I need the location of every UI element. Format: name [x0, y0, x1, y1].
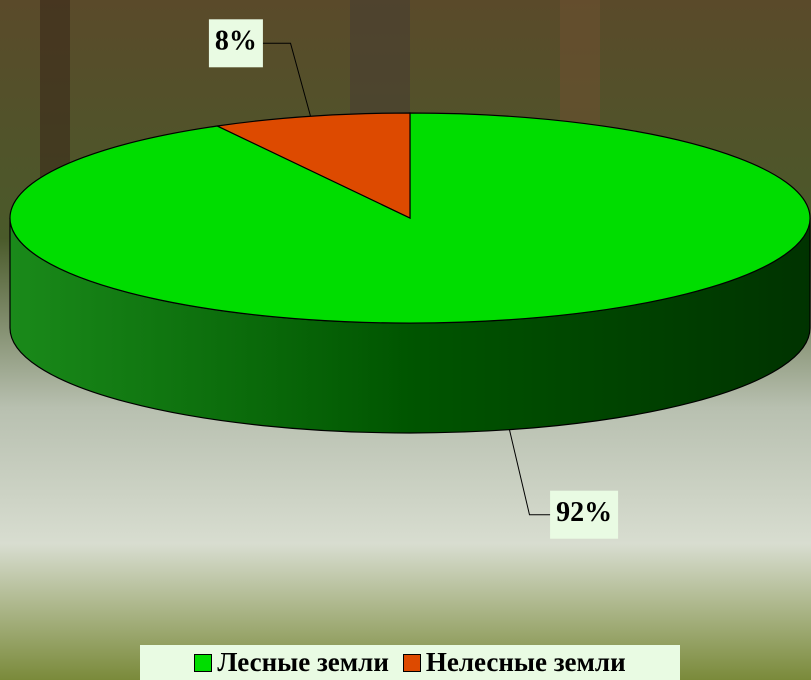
legend-swatch — [402, 653, 421, 672]
legend-swatch — [194, 653, 213, 672]
label-box — [208, 19, 263, 68]
slice — [215, 112, 411, 219]
data-label: 92% — [550, 490, 619, 539]
label-text: 92% — [556, 497, 612, 528]
label-box — [550, 490, 619, 539]
legend-item: Лесные земли — [194, 647, 389, 678]
label-text: 8% — [215, 26, 257, 57]
tree — [560, 0, 600, 140]
tree — [350, 0, 410, 120]
legend-label: Нелесные земли — [425, 647, 626, 677]
legend-label: Лесные земли — [217, 647, 389, 677]
legend: Лесные земли Нелесные земли — [140, 645, 680, 680]
data-label: 8% — [208, 19, 263, 68]
legend-item: Нелесные земли — [402, 647, 626, 678]
